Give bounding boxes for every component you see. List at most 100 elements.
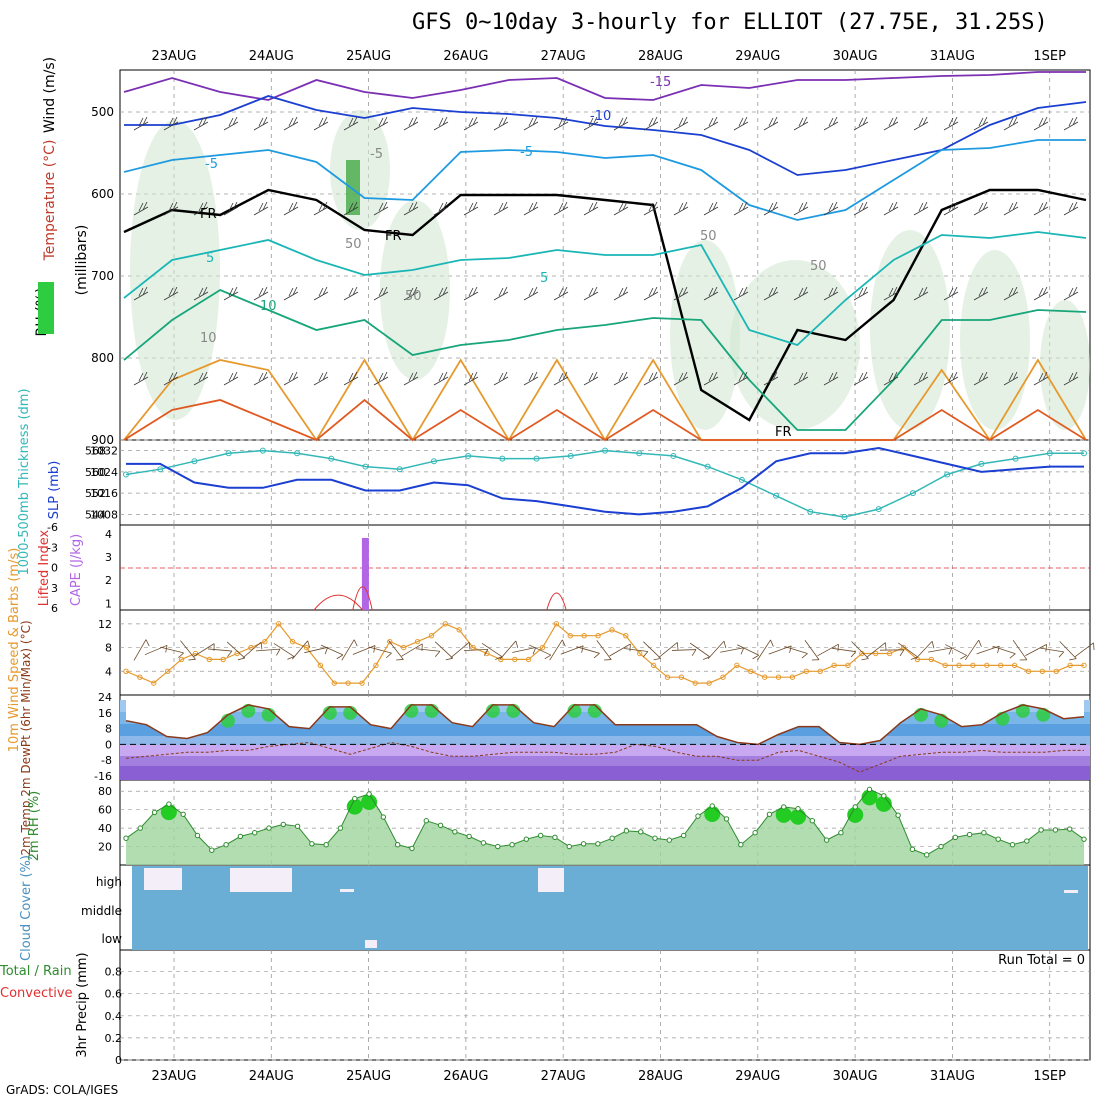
rh-point <box>166 801 172 807</box>
surface-wind-barb <box>560 645 584 655</box>
high-rh-marker <box>847 806 864 823</box>
wind-barb <box>463 371 479 386</box>
temp-tick: -8 <box>101 754 112 767</box>
contour-label: -5 <box>205 157 218 172</box>
rh-point <box>938 843 944 850</box>
rh-point <box>709 803 715 809</box>
wind-barb <box>373 201 389 216</box>
panel-frame-7 <box>119 949 1091 1061</box>
wind-barb <box>283 371 299 386</box>
surface-wind-barb <box>757 639 774 661</box>
wind-barb <box>823 286 839 301</box>
rh-point <box>666 837 673 843</box>
contour-line <box>123 398 1087 442</box>
surface-wind-barb <box>643 641 661 661</box>
wind-barb <box>493 201 509 216</box>
lifted-index-curve <box>313 594 363 611</box>
temp-band <box>120 736 1090 745</box>
surface-wind-barb <box>133 639 150 661</box>
slp-tick: 1008 <box>90 508 118 521</box>
wind-barb <box>313 371 329 386</box>
rh-point <box>623 828 630 834</box>
wind-barb <box>463 201 479 216</box>
wind-speed-point <box>845 662 851 669</box>
thickness-point <box>259 447 266 454</box>
cloud-cover-cell <box>538 868 564 892</box>
wind-barb <box>733 201 749 216</box>
wind-barb <box>883 116 899 131</box>
bottom-date-tick: 27AUG <box>541 1069 586 1084</box>
wind-barb <box>493 371 509 386</box>
rh-point <box>194 832 201 839</box>
wind-barb <box>1033 286 1049 301</box>
surface-wind-barb <box>341 639 358 661</box>
surface-wind-barb <box>450 641 471 659</box>
wind-barb <box>823 116 839 131</box>
rh-point <box>394 842 401 848</box>
rh-point <box>151 809 158 816</box>
wind-speed-point <box>775 674 782 680</box>
rh-point <box>223 842 229 848</box>
contour-label: 50 <box>405 289 422 304</box>
rh-point <box>1052 827 1059 833</box>
surface-wind-barb <box>964 639 982 661</box>
panel-frame-3 <box>119 609 1091 696</box>
thickness-point <box>773 492 780 499</box>
wind-speed-point <box>137 674 143 680</box>
wind-barb <box>133 286 149 301</box>
warm-temp-marker <box>261 707 276 722</box>
rh-point <box>909 846 916 853</box>
warm-temp-marker <box>995 711 1010 726</box>
surface-wind-barb <box>1012 639 1028 661</box>
wind-barb <box>463 116 479 131</box>
surface-wind-barb <box>689 642 711 660</box>
wind-speed-point <box>553 621 560 627</box>
thickness-point <box>294 450 301 457</box>
thickness-point <box>944 471 951 478</box>
wind-speed-point <box>123 668 129 674</box>
wind-barb <box>913 116 929 131</box>
wind-barb <box>1063 201 1079 216</box>
wind-speed-point <box>1039 668 1046 674</box>
surface-wind-barb <box>817 643 839 657</box>
wind-barb <box>613 201 629 216</box>
wind-barb <box>463 286 479 301</box>
wind-barb <box>943 116 959 131</box>
rh-point <box>795 806 801 812</box>
wind-speed-point <box>678 674 685 680</box>
surface-wind-barb <box>304 646 329 655</box>
rh-point <box>309 841 315 847</box>
rh-shading <box>960 250 1030 430</box>
surface-wind-barb <box>416 648 441 658</box>
rh-tick: 40 <box>98 822 112 835</box>
surface-wind-barb <box>242 641 263 659</box>
wind-barb <box>763 286 779 301</box>
wind-speed-point <box>817 668 823 674</box>
cloud-cover-cell <box>365 940 377 948</box>
rh-point <box>995 836 1001 842</box>
rh-shading <box>380 200 450 380</box>
rh-point <box>437 822 444 829</box>
surface-wind-barb <box>434 641 454 661</box>
wind-speed-point <box>803 668 810 674</box>
wind-speed-point <box>567 633 573 639</box>
wind-barb <box>433 371 449 386</box>
surface-wind-barb <box>208 648 233 657</box>
bottom-date-tick: 24AUG <box>249 1069 294 1084</box>
wind-speed-point <box>512 656 518 663</box>
rh-point <box>781 804 787 810</box>
wind-speed-point <box>220 656 226 663</box>
wind-barb <box>193 286 209 301</box>
wind-barb <box>823 201 839 216</box>
wind-barb <box>553 116 569 131</box>
wind-barb <box>493 286 509 301</box>
warm-temp-marker <box>343 705 358 720</box>
thickness-point <box>738 476 745 483</box>
wind-barb <box>553 286 569 301</box>
contour-label: 50 <box>345 237 362 252</box>
wind-barb <box>1033 201 1049 216</box>
rh-point <box>251 830 258 836</box>
surface-wind-barb <box>609 643 631 657</box>
thickness-point <box>157 466 164 473</box>
temp-tick: -16 <box>94 770 112 783</box>
